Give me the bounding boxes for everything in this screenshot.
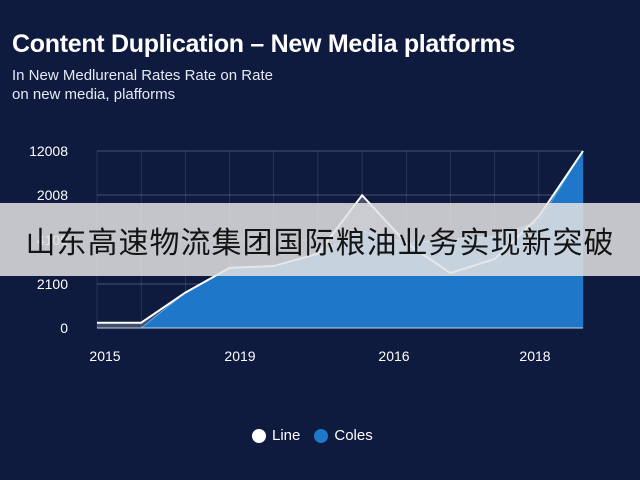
legend-label-coles: Coles	[334, 427, 373, 444]
x-tick-label: 2019	[224, 348, 255, 364]
chart-title: Content Duplication – New Media platform…	[12, 30, 516, 58]
legend-label-line: Line	[272, 427, 301, 444]
x-tick-label: 2015	[89, 348, 120, 364]
legend-item-coles: Coles	[314, 427, 373, 444]
y-tick-label: 0	[60, 320, 68, 336]
subtitle-line-2: on new media, plafforms	[12, 86, 176, 103]
x-tick-label: 2016	[378, 348, 409, 364]
series-area-coles	[97, 151, 583, 328]
x-tick-label: 2018	[519, 348, 550, 364]
y-tick-label: 2100	[37, 276, 68, 292]
chart-legend: Line Coles	[252, 427, 373, 444]
overlay-banner: 山东高速物流集团国际粮油业务实现新突破	[0, 203, 640, 276]
legend-swatch-line	[252, 428, 266, 443]
legend-swatch-coles	[314, 428, 329, 443]
y-tick-label: 2008	[37, 187, 68, 203]
y-tick-label: 12008	[29, 143, 68, 159]
legend-item-line: Line	[252, 427, 300, 444]
subtitle-line-1: In New Medlurenal Rates Rate on Rate	[12, 67, 273, 84]
chart-subtitle: In New Medlurenal Rates Rate on Rate on …	[12, 66, 432, 104]
